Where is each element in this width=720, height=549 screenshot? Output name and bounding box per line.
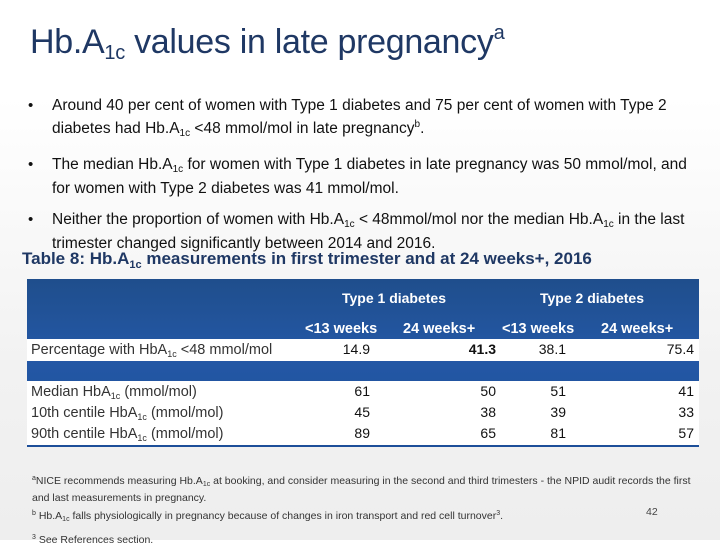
bullet-dot-icon: •	[28, 211, 34, 228]
bullet-dot-icon: •	[28, 156, 34, 173]
row-label: 10th centile HbA1c (mmol/mol)	[31, 405, 224, 422]
bullet-item: • The median Hb.A1c for women with Type 1…	[28, 156, 687, 197]
group-header-type2: Type 2 diabetes	[540, 290, 645, 306]
table-cell: 51	[550, 383, 566, 399]
table-cell: 81	[550, 425, 566, 441]
table-cell: 38.1	[538, 341, 566, 357]
bullet-item: • Around 40 per cent of women with Type 1…	[28, 97, 667, 139]
col-header: 24 weeks+	[601, 321, 674, 337]
title-band: Hb.A1c values in late pregnancya	[0, 0, 720, 97]
footnotes: aNICE recommends measuring Hb.A1c at boo…	[32, 472, 692, 549]
col-header: <13 weeks	[305, 321, 378, 337]
table-cell: 61	[354, 383, 370, 399]
table-cell: 65	[480, 425, 496, 441]
bullet-list: • Around 40 per cent of women with Type 1…	[24, 96, 704, 265]
slide-title: Hb.A1c values in late pregnancya	[30, 22, 505, 64]
table-cell: 89	[354, 425, 370, 441]
footnote-b: b Hb.A1c falls physiologically in pregna…	[32, 510, 504, 523]
row-label: Median HbA1c (mmol/mol)	[31, 384, 197, 401]
table-title: Table 8: Hb.A1c measurements in first tr…	[22, 249, 592, 271]
table-cell: 57	[678, 425, 694, 441]
table-cell: 41	[678, 383, 694, 399]
bullet-dot-icon: •	[28, 97, 34, 114]
table-row-band	[27, 381, 699, 445]
table-row-band	[27, 339, 699, 361]
page-number: 42	[646, 506, 658, 518]
footnote-a: aNICE recommends measuring Hb.A1c at boo…	[32, 475, 691, 504]
table-cell: 41.3	[468, 341, 496, 357]
row-label: 90th centile HbA1c (mmol/mol)	[31, 426, 224, 443]
row-label: Percentage with HbA1c <48 mmol/mol	[31, 342, 273, 359]
table-cell: 33	[678, 404, 694, 420]
table-cell: 45	[354, 404, 370, 420]
group-header-type1: Type 1 diabetes	[342, 290, 447, 306]
table-cell: 75.4	[666, 341, 694, 357]
bullet-item: • Neither the proportion of women with Hb…	[28, 211, 685, 252]
footnote-references: 3 See References section.	[32, 533, 154, 546]
col-header: <13 weeks	[502, 321, 575, 337]
table-cell: 39	[550, 404, 566, 420]
table-cell: 50	[480, 383, 496, 399]
table-cell: 14.9	[342, 341, 370, 357]
table-cell: 38	[480, 404, 496, 420]
col-header: 24 weeks+	[403, 321, 476, 337]
